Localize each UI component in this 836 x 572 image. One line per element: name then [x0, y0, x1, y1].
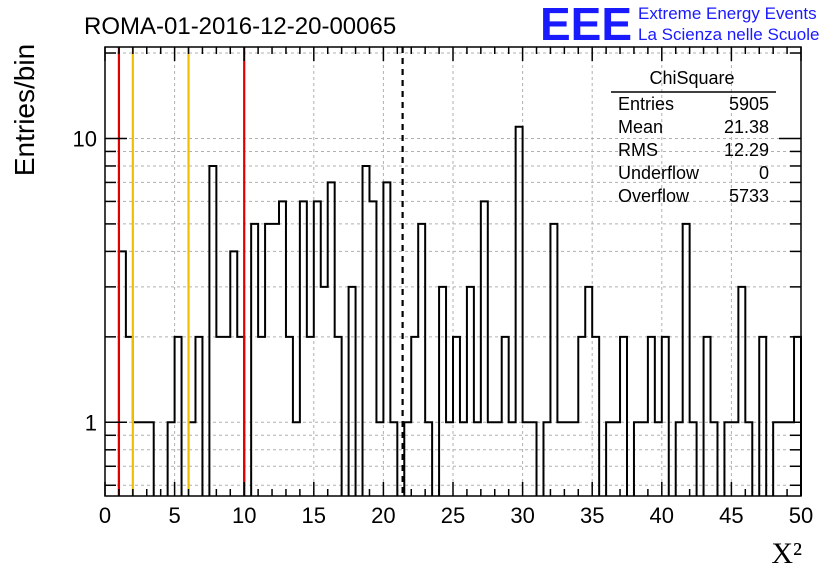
stats-value: 21.38 [724, 117, 769, 137]
stats-label: Underflow [618, 163, 700, 183]
x-tick-label: 15 [302, 503, 326, 528]
x-tick-label: 5 [168, 503, 180, 528]
stats-label: Overflow [618, 186, 690, 206]
stats-label: RMS [618, 140, 658, 160]
stats-label: Mean [618, 117, 663, 137]
y-tick-label: 10 [73, 126, 97, 151]
stats-rows: Entries 5905 Mean 21.38 RMS 12.29 Underflow 0 Ov… [618, 94, 769, 206]
x-tick-label: 30 [510, 503, 534, 528]
reference-lines [117, 47, 404, 496]
x-tick-label: 0 [99, 503, 111, 528]
axis-ticks [104, 47, 802, 496]
x-tick-label: 20 [371, 503, 395, 528]
x-axis-title: X² [771, 537, 802, 570]
eee-logo-line1: Extreme Energy Events [638, 4, 817, 23]
stats-box-name: ChiSquare [649, 68, 734, 88]
stats-value: 5733 [729, 186, 769, 206]
stats-box: ChiSquare Entries 5905 Mean 21.38 RMS 12.29 Un… [611, 68, 776, 206]
x-tick-label: 40 [650, 503, 674, 528]
y-tick-label: 1 [85, 410, 97, 435]
y-tick-labels: 1 10 [73, 126, 97, 435]
eee-logo-line2: La Scienza nelle Scuole [638, 25, 819, 44]
stats-label: Entries [618, 94, 674, 114]
y-axis-title: Entries/bin [9, 44, 40, 176]
eee-logo-mark: EEE [540, 0, 632, 50]
stats-value: 0 [759, 163, 769, 183]
x-tick-label: 35 [580, 503, 604, 528]
stats-value: 5905 [729, 94, 769, 114]
chart-title: ROMA-01-2016-12-20-00065 [84, 13, 396, 40]
x-tick-labels: 0 5 10 15 20 25 30 35 40 45 50 [99, 503, 813, 528]
x-tick-label: 50 [789, 503, 813, 528]
x-tick-label: 10 [232, 503, 256, 528]
x-tick-label: 25 [441, 503, 465, 528]
stats-value: 12.29 [724, 140, 769, 160]
x-tick-label: 45 [719, 503, 743, 528]
eee-logo: EEE Extreme Energy Events La Scienza nel… [540, 0, 819, 50]
